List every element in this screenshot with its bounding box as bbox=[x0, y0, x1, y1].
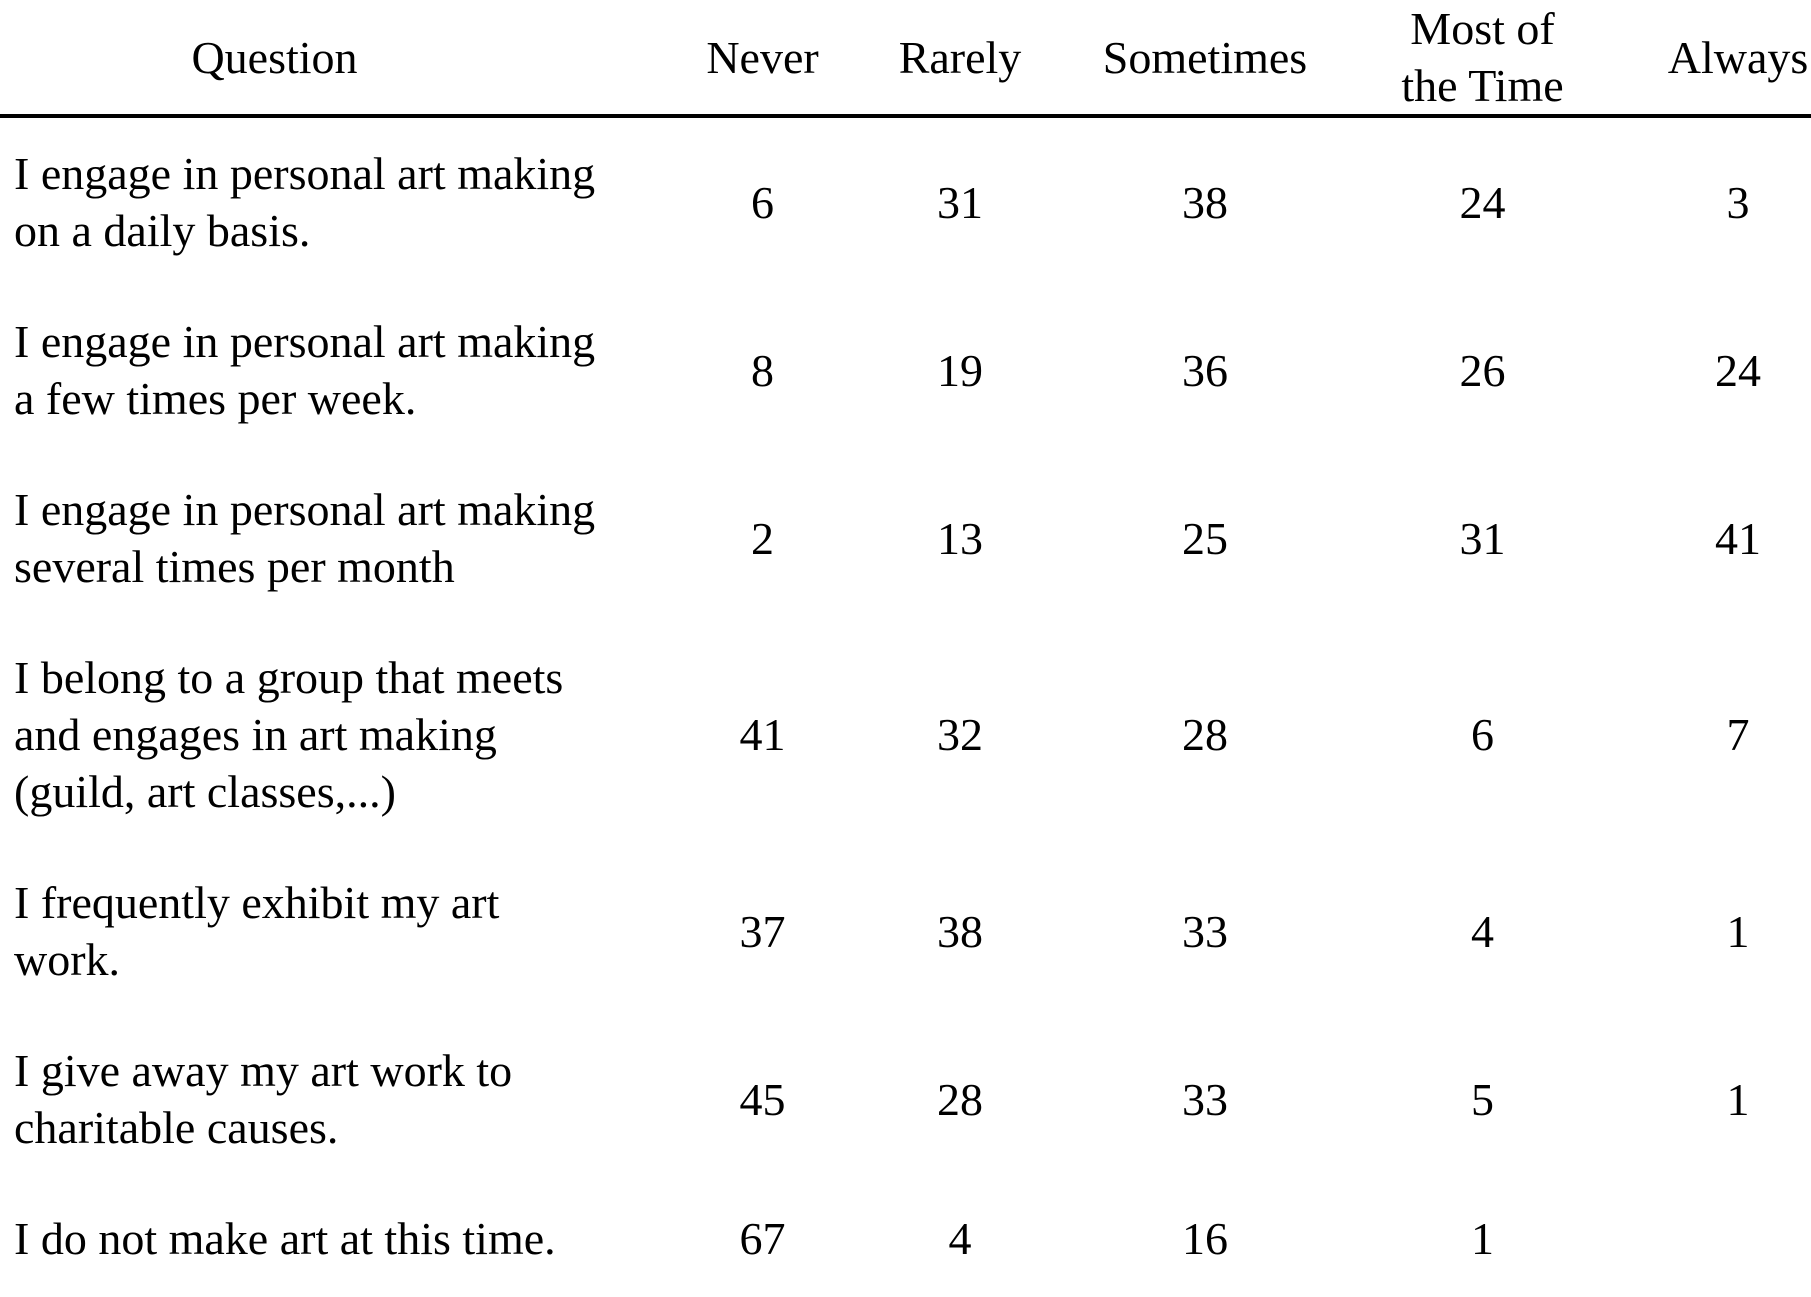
cell-sometimes: 36 bbox=[1182, 344, 1228, 396]
header-never: Never bbox=[665, 0, 860, 118]
cell-most-of-the-time: 1 bbox=[1471, 1213, 1494, 1264]
cell-sometimes: 16 bbox=[1182, 1213, 1228, 1264]
table-header-row: Question Never Rarely Sometimes Most of … bbox=[0, 0, 1811, 118]
header-rarely: Rarely bbox=[860, 0, 1060, 118]
table-row: I engage in personal art making a few ti… bbox=[0, 286, 1811, 454]
cell-most-of-the-time: 24 bbox=[1459, 176, 1506, 228]
cell-always: 1 bbox=[1726, 1073, 1750, 1125]
cell-most-of-the-time: 31 bbox=[1459, 512, 1506, 564]
cell-sometimes: 38 bbox=[1182, 176, 1228, 228]
question-text: I engage in personal art making a few ti… bbox=[14, 316, 596, 424]
cell-sometimes: 33 bbox=[1182, 1073, 1228, 1125]
cell-rarely: 38 bbox=[937, 905, 983, 957]
cell-rarely: 4 bbox=[948, 1213, 972, 1264]
cell-rarely: 28 bbox=[937, 1073, 983, 1125]
cell-most-of-the-time: 26 bbox=[1459, 344, 1506, 396]
header-most-of-the-time: Most of the Time bbox=[1350, 0, 1615, 118]
cell-most-of-the-time: 5 bbox=[1471, 1073, 1494, 1125]
cell-never: 6 bbox=[751, 176, 774, 228]
question-text: I belong to a group that meets and engag… bbox=[14, 652, 564, 817]
cell-never: 2 bbox=[751, 512, 774, 564]
cell-most-of-the-time: 6 bbox=[1471, 709, 1494, 760]
table-row: I give away my art work to charitable ca… bbox=[0, 1015, 1811, 1183]
question-text: I give away my art work to charitable ca… bbox=[14, 1045, 513, 1153]
cell-rarely: 32 bbox=[937, 709, 983, 760]
cell-rarely: 13 bbox=[937, 512, 983, 564]
cell-rarely: 19 bbox=[937, 344, 983, 396]
cell-rarely: 31 bbox=[937, 176, 983, 228]
cell-sometimes: 28 bbox=[1182, 709, 1228, 760]
table-row: I do not make art at this time. 67 4 16 … bbox=[0, 1183, 1811, 1294]
cell-never: 37 bbox=[739, 905, 786, 957]
cell-always: 3 bbox=[1726, 176, 1750, 228]
header-sometimes: Sometimes bbox=[1060, 0, 1350, 118]
table-row: I engage in personal art making on a dai… bbox=[0, 116, 1811, 286]
cell-always: 7 bbox=[1726, 709, 1750, 760]
header-question: Question bbox=[0, 0, 665, 118]
question-text: I do not make art at this time. bbox=[14, 1213, 556, 1264]
question-text: I engage in personal art making several … bbox=[14, 484, 596, 592]
cell-most-of-the-time: 4 bbox=[1471, 905, 1494, 957]
table-row: I engage in personal art making several … bbox=[0, 454, 1811, 622]
cell-always: 41 bbox=[1715, 512, 1761, 564]
cell-always: 1 bbox=[1726, 905, 1750, 957]
table-row: I frequently exhibit my art work. 37 38 … bbox=[0, 847, 1811, 1015]
cell-never: 8 bbox=[751, 344, 774, 396]
table-row: I belong to a group that meets and engag… bbox=[0, 622, 1811, 847]
header-always: Always bbox=[1615, 0, 1811, 118]
question-text: I engage in personal art making on a dai… bbox=[14, 148, 596, 256]
cell-never: 67 bbox=[739, 1213, 786, 1264]
cell-never: 41 bbox=[739, 709, 786, 760]
cell-sometimes: 33 bbox=[1182, 905, 1228, 957]
cell-always: 24 bbox=[1715, 344, 1761, 396]
cell-never: 45 bbox=[739, 1073, 786, 1125]
cell-always bbox=[1615, 1183, 1811, 1294]
question-text: I frequently exhibit my art work. bbox=[14, 877, 500, 985]
cell-sometimes: 25 bbox=[1182, 512, 1228, 564]
